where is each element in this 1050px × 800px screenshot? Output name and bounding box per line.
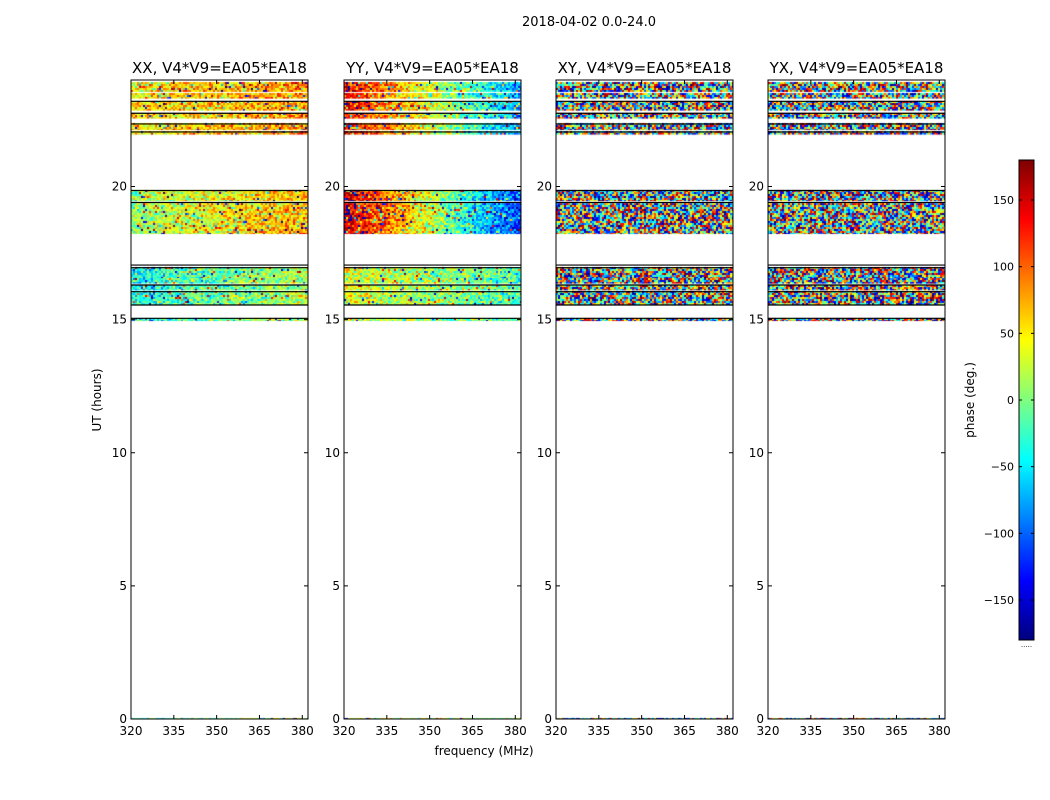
x-tick-label: 335 bbox=[799, 724, 822, 738]
panel-xx: XX, V4*V9=EA05*EA18 320 335 350 365 380 0 5 10 15… bbox=[112, 59, 314, 738]
x-tick-label: 320 bbox=[333, 724, 356, 738]
x-tick-label: 350 bbox=[418, 724, 441, 738]
y-tick-label: 0 bbox=[544, 712, 552, 726]
panel-title: YX, V4*V9=EA05*EA18 bbox=[769, 59, 944, 77]
y-tick-label: 10 bbox=[112, 446, 127, 460]
colorbar-tick-label: 150 bbox=[993, 194, 1014, 207]
x-tick-label: 350 bbox=[630, 724, 653, 738]
heatmap-cells bbox=[556, 80, 733, 719]
x-tick-label: 380 bbox=[504, 724, 527, 738]
y-tick-label: 0 bbox=[756, 712, 764, 726]
x-tick-label: 365 bbox=[673, 724, 696, 738]
panel-title: YY, V4*V9=EA05*EA18 bbox=[345, 59, 519, 77]
y-tick-label: 0 bbox=[332, 712, 340, 726]
y-tick-label: 15 bbox=[325, 313, 340, 327]
panel-frame bbox=[767, 79, 946, 720]
colorbar-label: phase (deg.) bbox=[963, 362, 977, 438]
x-tick-label: 380 bbox=[928, 724, 951, 738]
y-tick-label: 20 bbox=[325, 180, 340, 194]
panel-frame bbox=[130, 79, 309, 720]
panels-group: XX, V4*V9=EA05*EA18 320 335 350 365 380 0 5 10 15… bbox=[112, 59, 951, 738]
y-tick-label: 15 bbox=[749, 313, 764, 327]
heatmap-cells bbox=[768, 80, 945, 719]
x-tick-label: 380 bbox=[716, 724, 739, 738]
x-tick-label: 320 bbox=[120, 724, 143, 738]
x-tick-label: 320 bbox=[757, 724, 780, 738]
x-tick-label: 335 bbox=[587, 724, 610, 738]
x-tick-label: 350 bbox=[205, 724, 228, 738]
panel-title: XY, V4*V9=EA05*EA18 bbox=[558, 59, 732, 77]
colorbar-tick-label: 0 bbox=[1007, 394, 1014, 407]
y-tick-label: 15 bbox=[537, 313, 552, 327]
colorbar-tick-label: 50 bbox=[1000, 327, 1014, 340]
y-tick-label: 20 bbox=[749, 180, 764, 194]
panel-frame bbox=[343, 79, 522, 720]
y-tick-label: 5 bbox=[119, 579, 127, 593]
colorbar-tick-label: −50 bbox=[991, 461, 1014, 474]
colorbar-tail-dots: ..... bbox=[1021, 641, 1032, 649]
colorbar-tick-label: −100 bbox=[984, 527, 1014, 540]
panel-xy: XY, V4*V9=EA05*EA18 320 335 350 365 380 0 5 10 15… bbox=[537, 59, 739, 738]
y-tick-label: 20 bbox=[112, 180, 127, 194]
x-tick-label: 335 bbox=[162, 724, 185, 738]
x-tick-label: 380 bbox=[291, 724, 314, 738]
y-tick-label: 0 bbox=[119, 712, 127, 726]
panel-yx: YX, V4*V9=EA05*EA18 320 335 350 365 380 0 5 10 15… bbox=[749, 59, 951, 738]
panel-yy: YY, V4*V9=EA05*EA18 320 335 350 365 380 0 5 10 15… bbox=[325, 59, 527, 738]
colorbar-tick-label: −150 bbox=[984, 594, 1014, 607]
x-tick-label: 365 bbox=[461, 724, 484, 738]
heatmap-cells bbox=[344, 80, 521, 719]
y-tick-label: 20 bbox=[537, 180, 552, 194]
y-axis-label: UT (hours) bbox=[90, 368, 104, 431]
y-tick-label: 10 bbox=[537, 446, 552, 460]
y-tick-label: 5 bbox=[544, 579, 552, 593]
heatmap-cells bbox=[131, 80, 308, 719]
x-tick-label: 365 bbox=[248, 724, 271, 738]
y-tick-label: 15 bbox=[112, 313, 127, 327]
x-tick-label: 320 bbox=[545, 724, 568, 738]
x-tick-label: 365 bbox=[885, 724, 908, 738]
x-axis-label: frequency (MHz) bbox=[434, 744, 533, 758]
panel-frame bbox=[555, 79, 734, 720]
y-tick-label: 5 bbox=[756, 579, 764, 593]
colorbar-tick-label: 100 bbox=[993, 261, 1014, 274]
x-tick-label: 350 bbox=[842, 724, 865, 738]
y-tick-label: 10 bbox=[749, 446, 764, 460]
figure-suptitle: 2018-04-02 0.0-24.0 bbox=[522, 15, 656, 30]
y-tick-label: 10 bbox=[325, 446, 340, 460]
y-tick-label: 5 bbox=[332, 579, 340, 593]
x-tick-label: 335 bbox=[375, 724, 398, 738]
colorbar: 150 100 50 0 −50 −100 −150 phase (deg.)..... bbox=[963, 159, 1035, 649]
panel-title: XX, V4*V9=EA05*EA18 bbox=[132, 59, 307, 77]
